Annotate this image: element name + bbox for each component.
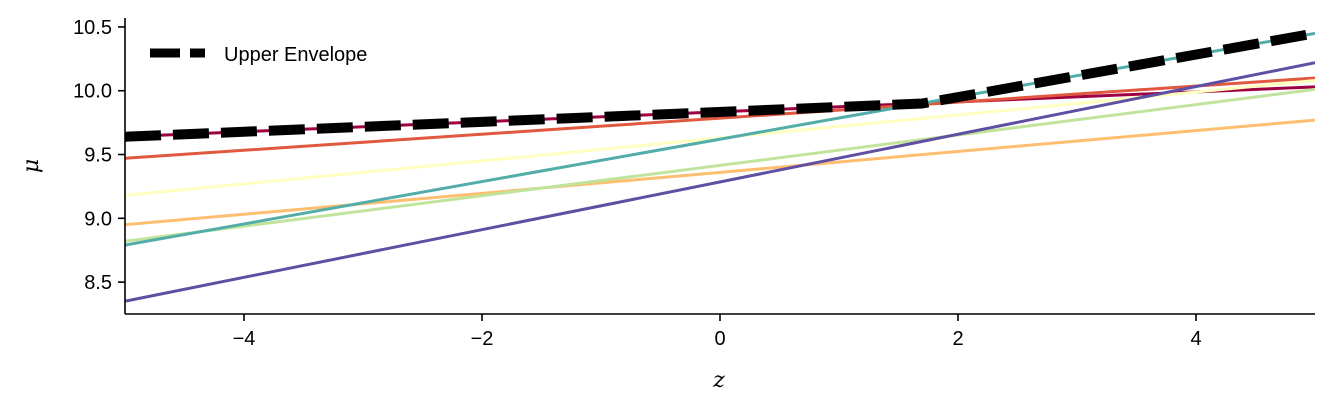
y-tick-label: 10.5 (73, 17, 112, 39)
ticks: −4 −2 0 2 4 8.5 9.0 9.5 10.0 10.5 (73, 17, 1202, 350)
x-tick-label: −4 (233, 328, 256, 350)
x-tick-label: −2 (471, 328, 494, 350)
y-tick-label: 10.0 (73, 81, 112, 103)
plot-lines (125, 28, 1315, 303)
legend: Upper Envelope (150, 44, 367, 66)
y-tick-label: 8.5 (84, 272, 112, 294)
series-line-5 (125, 87, 1315, 243)
series-line-2 (125, 76, 1315, 160)
series-line-3 (125, 118, 1315, 227)
y-tick-label: 9.0 (84, 208, 112, 230)
series-line-upper-envelope (125, 28, 1315, 142)
series-line-7 (125, 61, 1315, 303)
y-axis-label: μ (19, 159, 44, 173)
y-tick-label: 9.5 (84, 145, 112, 167)
x-tick-label: 2 (952, 328, 963, 350)
x-tick-label: 0 (714, 328, 725, 350)
x-tick-label: 4 (1190, 328, 1201, 350)
x-axis-label: z (712, 368, 725, 393)
legend-label-upper-envelope: Upper Envelope (224, 44, 367, 66)
